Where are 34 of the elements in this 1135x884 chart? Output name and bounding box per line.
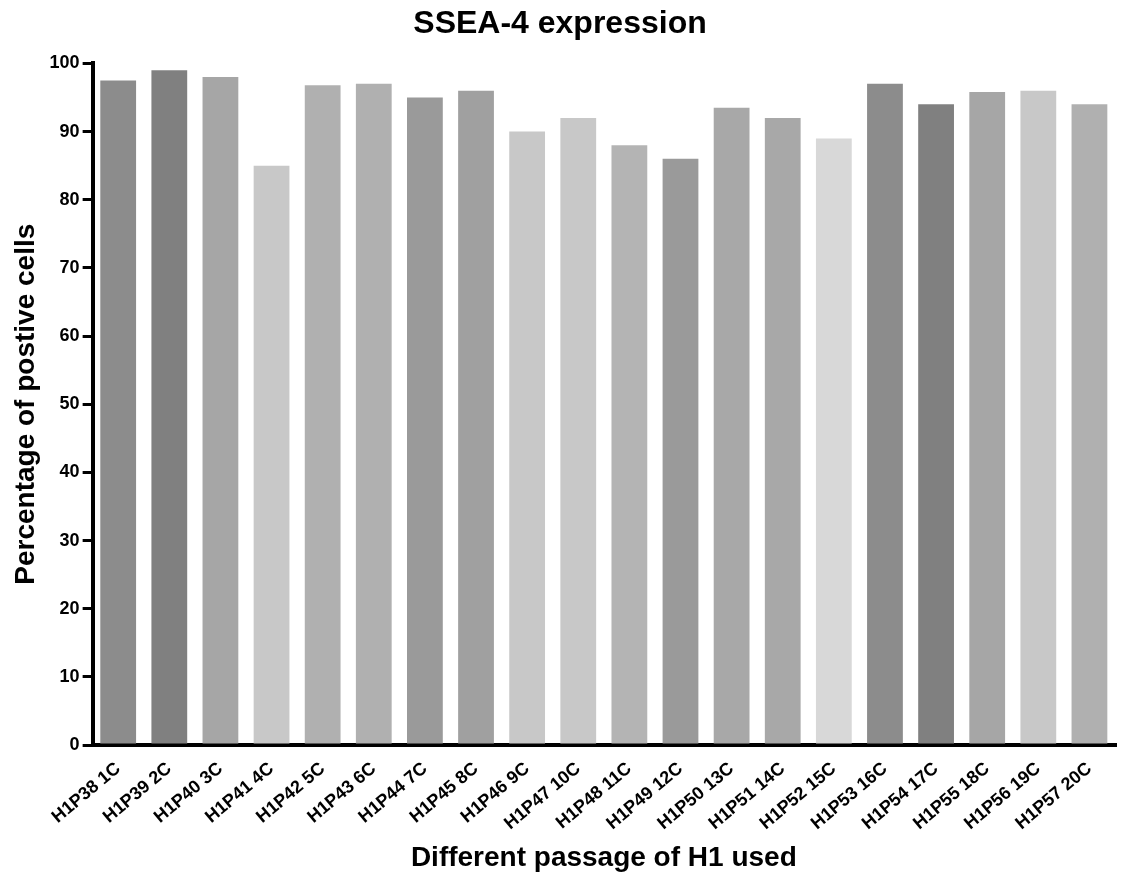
bar <box>1071 104 1108 744</box>
y-tick-label: 20 <box>59 597 80 618</box>
y-tick-label: 70 <box>59 256 80 277</box>
y-tick-label: 90 <box>59 120 80 141</box>
bar <box>918 104 954 744</box>
y-tick-label: 80 <box>59 188 80 209</box>
bar <box>253 165 290 744</box>
bar <box>969 92 1006 744</box>
bar <box>509 131 546 744</box>
y-tick-label: 40 <box>59 461 80 482</box>
y-tick-label: 30 <box>59 529 80 550</box>
bar <box>764 117 801 744</box>
bar <box>202 77 239 744</box>
y-tick-label: 60 <box>59 325 80 346</box>
bar <box>151 70 188 744</box>
bar <box>867 83 903 744</box>
y-tick-label: 10 <box>59 665 80 686</box>
bar <box>815 138 852 744</box>
bar <box>100 80 137 744</box>
y-tick-label: 100 <box>49 52 80 73</box>
y-axis-title: Percentage of postive cells <box>8 223 40 585</box>
x-axis-title: Different passage of H1 used <box>410 840 797 872</box>
bar <box>407 97 443 744</box>
y-tick-label: 50 <box>59 393 80 414</box>
bar <box>611 145 648 744</box>
bar <box>458 90 494 744</box>
bar <box>355 83 392 744</box>
chart-title: SSEA-4 expression <box>413 4 707 41</box>
bar <box>304 85 341 744</box>
bar <box>560 117 597 744</box>
bar <box>713 107 750 744</box>
bar <box>662 158 699 744</box>
y-tick-label: 0 <box>69 734 80 755</box>
bar <box>1020 90 1057 744</box>
